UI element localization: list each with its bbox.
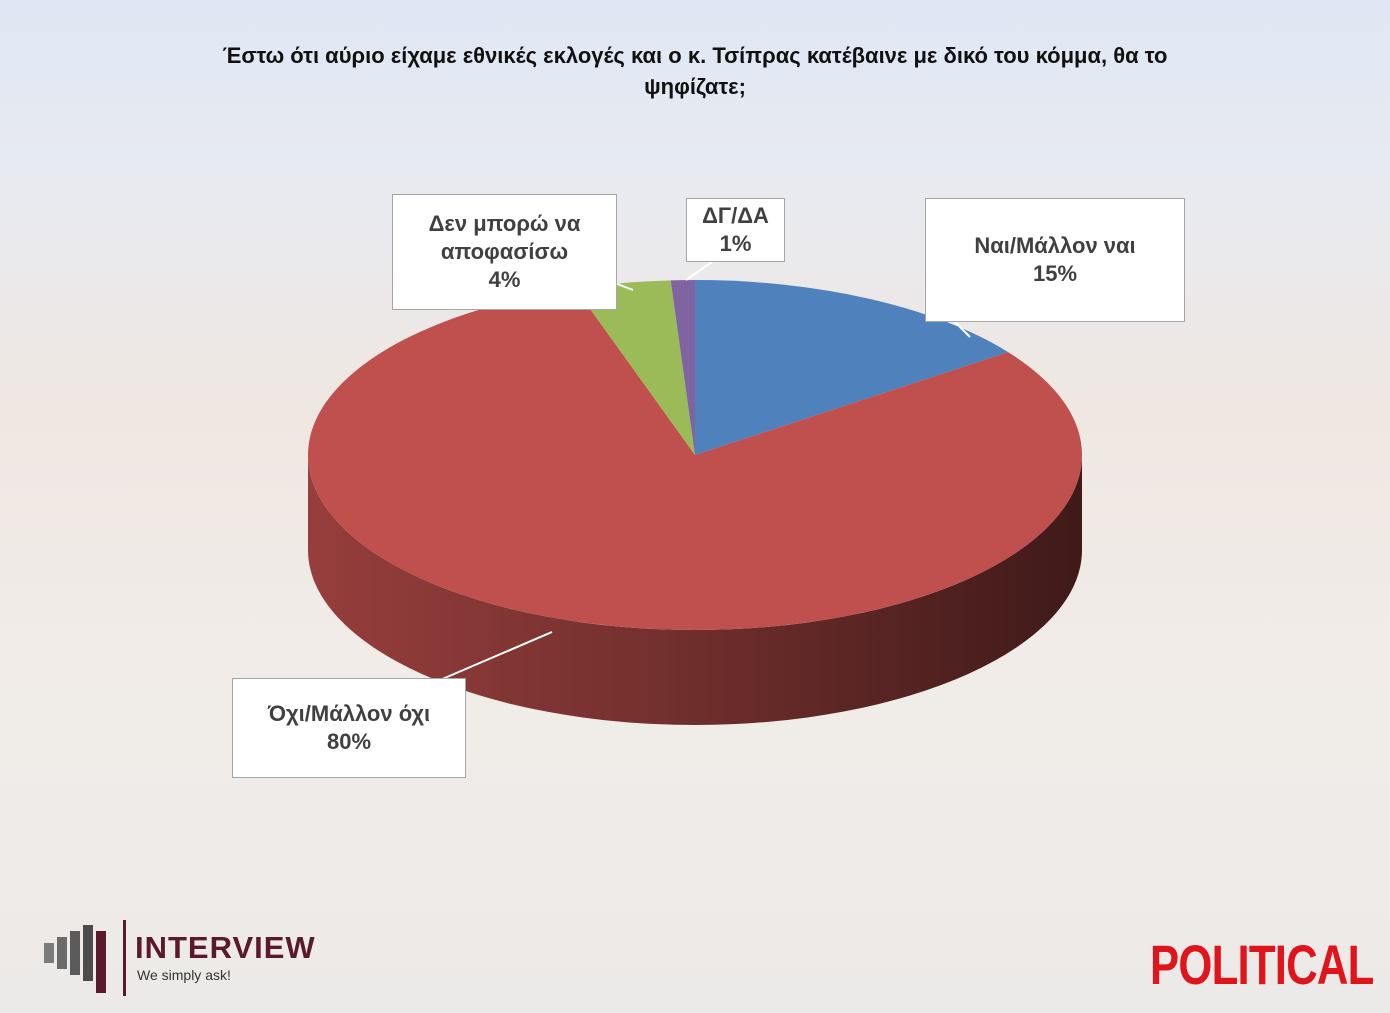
pie-slice: [670, 280, 695, 455]
pie-slice: [308, 288, 1082, 630]
data-label: Δεν μπορώ να αποφασίσω 4%: [392, 194, 617, 310]
label-value: 80%: [326, 729, 372, 754]
pie-slice: [695, 280, 1009, 455]
pie-top: [308, 280, 1082, 630]
label-value: 15%: [1032, 261, 1078, 286]
political-logo: POLITICAL: [1150, 933, 1375, 996]
pie-slice-side: [308, 455, 1082, 725]
interview-logo: INTERVIEW: [135, 930, 316, 965]
leader-line: [685, 261, 713, 281]
data-label: Ναι/Μάλλον ναι 15%: [925, 198, 1185, 322]
pie-slice: [575, 280, 695, 455]
label-value: 1%: [719, 231, 752, 256]
label-category: ΔΓ/ΔΑ: [702, 203, 769, 228]
data-label: ΔΓ/ΔΑ 1%: [686, 198, 785, 262]
pie-sides: [308, 455, 1082, 725]
label-category: Δεν μπορώ να αποφασίσω: [428, 211, 581, 264]
interview-icon: [44, 920, 126, 996]
label-value: 4%: [488, 267, 521, 292]
label-category: Ναι/Μάλλον ναι: [974, 233, 1136, 258]
data-label: Όχι/Μάλλον όχι 80%: [232, 678, 466, 778]
chart-title: Έστω ότι αύριο είχαμε εθνικές εκλογές κα…: [222, 43, 1168, 99]
label-category: Όχι/Μάλλον όχι: [267, 701, 431, 726]
leader-line: [439, 631, 553, 681]
interview-tagline: We simply ask!: [137, 967, 231, 983]
